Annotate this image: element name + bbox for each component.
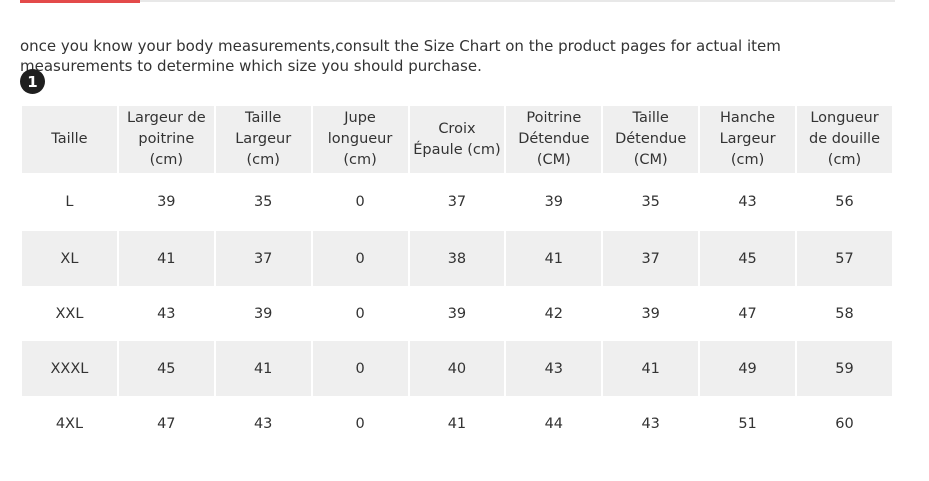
table-cell: XXL [55, 305, 84, 322]
table-cell: 43 [506, 341, 602, 396]
table-cell: 40 [409, 341, 505, 396]
table-cell: 39 [641, 305, 660, 322]
column-header-hip-width: Hanche Largeur (cm) [700, 106, 795, 173]
column-header-waist-width: Taille Largeur (cm) [215, 106, 311, 173]
top-divider [20, 0, 895, 2]
table-cell: 47 [738, 305, 757, 322]
column-header-waist-stretched: Taille Détendue (CM) [603, 106, 699, 173]
table-cell: 42 [544, 305, 564, 322]
table-cell: 41 [447, 415, 467, 432]
table-cell: XXXL [22, 341, 117, 396]
table-cell: 0 [355, 415, 365, 432]
table-cell: 39 [253, 305, 273, 322]
table-cell: 38 [409, 231, 505, 286]
table-cell: XL [22, 231, 117, 286]
table-cell: 37 [447, 194, 467, 210]
table-row: XXL 43 39 0 39 42 39 47 58 [22, 286, 892, 341]
table-cell: 44 [544, 415, 564, 432]
column-header-chest-stretched: Poitrine Détendue (CM) [506, 106, 602, 173]
table-header-row: Taille Largeur de poitrine (cm) Taille L… [22, 106, 892, 173]
table-cell: 41 [506, 231, 602, 286]
table-cell: 39 [157, 194, 176, 210]
table-cell: 35 [253, 194, 273, 210]
table-row: 4XL 47 43 0 41 44 43 51 60 [22, 396, 892, 451]
table-cell: 45 [700, 231, 795, 286]
table-cell: 4XL [55, 415, 84, 432]
table-row: L 39 35 0 37 39 35 43 56 [22, 173, 892, 231]
table-cell: 41 [215, 341, 311, 396]
table-cell: 59 [797, 341, 892, 396]
table-cell: 43 [641, 415, 660, 432]
table-cell: 60 [835, 415, 854, 432]
table-cell: 45 [118, 341, 214, 396]
table-cell: 37 [215, 231, 311, 286]
table-row: XXXL 45 41 0 40 43 41 49 59 [22, 341, 892, 396]
table-cell: 43 [157, 305, 176, 322]
column-header-chest-width: Largeur de poitrine (cm) [118, 106, 214, 173]
table-cell: 49 [700, 341, 795, 396]
table-cell: 0 [355, 194, 365, 210]
table-cell: 58 [835, 305, 854, 322]
table-cell: 41 [603, 341, 699, 396]
table-cell: 43 [253, 415, 273, 432]
step-number-badge: 1 [20, 69, 45, 94]
table-cell: 0 [312, 341, 408, 396]
table-cell: 39 [447, 305, 467, 322]
column-header-sleeve-length: Longueur de douille (cm) [797, 106, 892, 173]
table-cell: 39 [544, 194, 564, 210]
column-header-shoulder: Croix Épaule (cm) [409, 106, 505, 173]
table-cell: 51 [738, 415, 757, 432]
table-cell: L [65, 194, 74, 210]
table-cell: 0 [355, 305, 365, 322]
column-header-skirt-length: Jupe longueur (cm) [312, 106, 408, 173]
table-cell: 41 [118, 231, 214, 286]
active-tab-indicator [20, 0, 140, 3]
table-cell: 37 [603, 231, 699, 286]
table-cell: 35 [641, 194, 660, 210]
table-cell: 0 [312, 231, 408, 286]
table-cell: 43 [738, 194, 757, 210]
size-guide-intro-text: once you know your body measurements,con… [20, 37, 781, 75]
table-cell: 56 [835, 194, 854, 210]
table-row: XL 41 37 0 38 41 37 45 57 [22, 231, 892, 286]
column-header-size: Taille [22, 106, 117, 173]
size-chart-table: Taille Largeur de poitrine (cm) Taille L… [20, 106, 894, 451]
table-cell: 57 [797, 231, 892, 286]
table-cell: 47 [157, 415, 176, 432]
